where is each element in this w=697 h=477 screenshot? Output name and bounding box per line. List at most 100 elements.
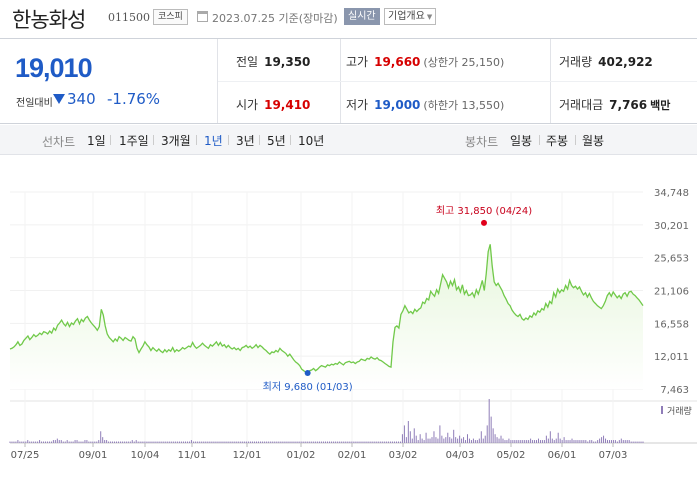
tab-1w[interactable]: 1주일 [119,134,149,148]
volume-bar [344,441,346,443]
max-marker [481,219,487,226]
price-line [9,244,644,374]
volume-bar [453,429,455,443]
high-cell: 고가 19,660 (상한가 25,150) [346,53,504,70]
y-tick-label: 12,011 [654,352,689,363]
volume-bar [567,440,569,443]
x-tick-label: 04/03 [446,450,475,461]
volume-bar [419,434,421,443]
y-tick-label: 34,748 [654,188,689,199]
volume-bar [198,441,200,443]
tab-daily[interactable]: 일봉 [510,134,533,148]
volume-bar [62,441,64,443]
y-tick-label: 30,201 [654,221,689,232]
volume-bar [39,440,41,443]
volume-bar [362,441,364,443]
volume-bar [285,441,287,443]
volume-bar [200,441,202,443]
volume-bar [135,440,137,443]
volume-bar [433,431,435,443]
realtime-button[interactable]: 실시간 [344,8,380,25]
volume-bar [263,441,265,443]
volume-bar [210,441,212,443]
volume-bar [431,437,433,443]
volume-legend-label: 거래량 [667,405,692,417]
volume-bar [153,441,155,443]
volume-bar [547,438,549,443]
divider [218,81,697,82]
volume-bar [188,441,190,443]
volume-bar [25,441,27,443]
y-tick-label: 16,558 [654,319,689,330]
x-tick-label: 01/02 [287,450,316,461]
volume-bar [104,440,106,443]
open-cell: 시가 19,410 [236,96,310,113]
volume-bar [175,441,177,443]
volume-bar [496,437,498,443]
volume-bar [29,441,31,443]
tab-5y[interactable]: 5년 [267,134,286,148]
price-chart[interactable]: 34,748 30,201 25,653 21,106 16,558 12,011 7,46… [0,156,697,477]
volume-bar [181,441,183,443]
volume-bar [330,441,332,443]
volume-bar [70,441,72,443]
volume-bar [486,425,488,443]
volume-bar [610,440,612,443]
tab-3m[interactable]: 3개월 [161,134,191,148]
prev-day-label: 전일대비 [16,98,53,109]
price-change-percent: -1.76% [107,90,161,108]
tab-1d[interactable]: 1일 [87,134,106,148]
volume-bar [463,437,465,443]
volume-bar [234,441,236,443]
volume-bar [230,441,232,443]
y-tick-label: 7,463 [660,385,689,396]
volume-bar [267,441,269,443]
price-chart-svg[interactable]: 34,748 30,201 25,653 21,106 16,558 12,011 7,46… [0,156,697,477]
tab-1y[interactable]: 1년 [204,134,223,148]
volume-bar [364,441,366,443]
volume-bar [354,441,356,443]
volume-bar [240,441,242,443]
volume-bar [599,438,601,443]
volume-bar [159,441,161,443]
volume-bar [624,440,626,443]
volume-bar [396,441,398,443]
volume-bar [177,441,179,443]
volume-bar [317,441,319,443]
market-badge: 코스피 [153,9,188,25]
company-overview-dropdown[interactable]: 기업개요 ▼ [384,8,437,25]
volume-bar [332,441,334,443]
current-price-box: 19,010 전일대비 340 -1.76% [0,39,218,123]
volume-bar [248,441,250,443]
tab-weekly[interactable]: 주봉 [546,134,569,148]
volume-bar [417,440,419,443]
volume-bar [261,441,263,443]
volume-bar [579,440,581,443]
volume-bar [587,441,589,443]
volume-bar [171,441,173,443]
volume-bar [252,441,254,443]
volume-bar [238,441,240,443]
volume-bar [202,441,204,443]
volume-bar [506,440,508,443]
volume-bar [577,440,579,443]
max-label: 최고 31,850 (04/24) [436,205,532,217]
volume-bar [206,441,208,443]
volume-bar [492,428,494,443]
volume-bar [90,441,92,443]
volume-bar [309,441,311,443]
volume-bar [114,441,116,443]
volume-bar [44,441,46,443]
prev-close-label: 전일 [236,55,259,69]
volume-bar [498,438,500,443]
volume-bar [255,441,257,443]
tab-monthly[interactable]: 월봉 [582,134,605,148]
x-tick-label: 12/01 [233,450,262,461]
volume-bar [326,441,328,443]
tab-10y[interactable]: 10년 [298,134,325,148]
tab-3y[interactable]: 3년 [236,134,255,148]
volume-bar [573,440,575,443]
volume-bar [526,440,528,443]
divider [575,135,576,145]
volume-bar [478,438,480,443]
